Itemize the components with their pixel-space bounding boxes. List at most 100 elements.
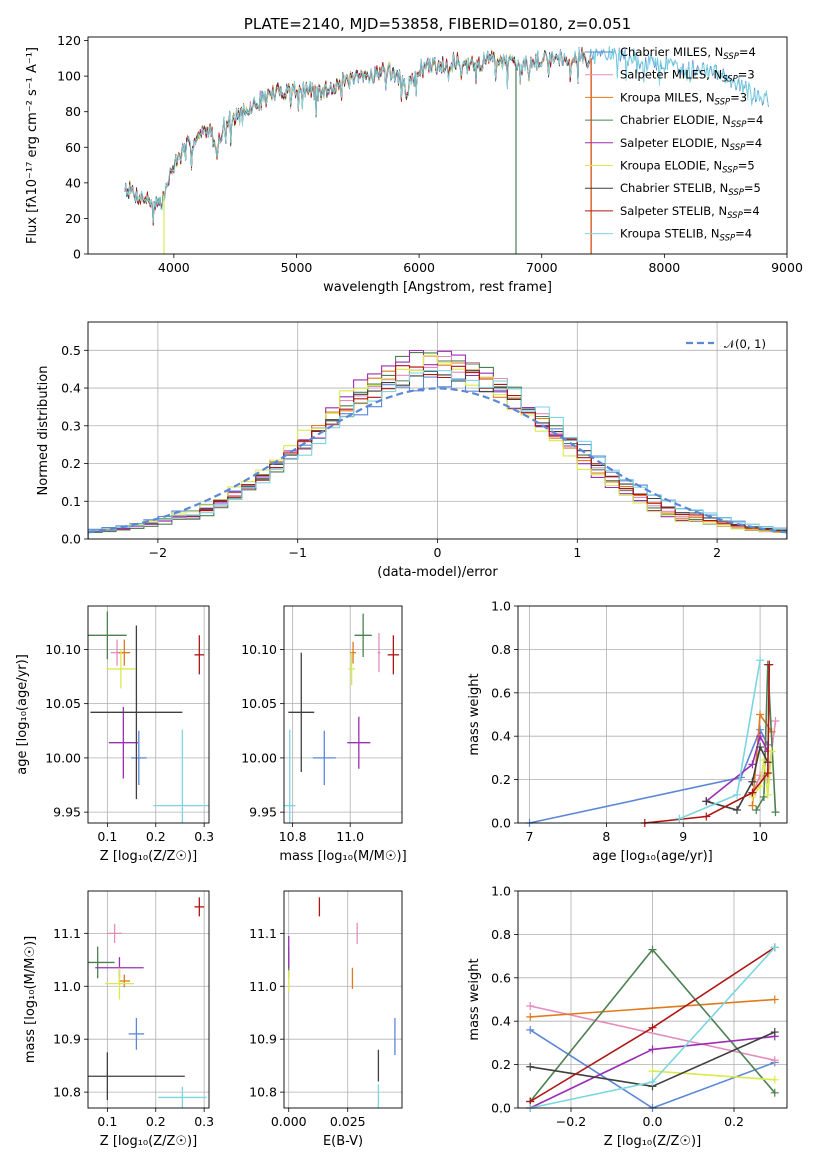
- weight-marker: [648, 1045, 657, 1054]
- age_vs_Z-ylabel: age [log₁₀(age/yr)]: [15, 654, 30, 775]
- residuals-ytick-label: 0.2: [61, 456, 81, 471]
- weight-marker: [770, 1075, 779, 1084]
- age_vs_mass-frame: [283, 605, 403, 824]
- legend-label: Chabrier MILES, NSSP=4: [620, 45, 756, 62]
- spectrum-ytick-label: 100: [57, 69, 81, 84]
- age_vs_Z-ytick-label: 9.95: [53, 805, 81, 820]
- weight_vs_age-xtick-label: 9: [679, 829, 687, 844]
- spectrum-title: PLATE=2140, MJD=53858, FIBERID=0180, z=0…: [244, 15, 631, 33]
- mass_vs_ebv-axes: 0.000 0.025 10.8 10.9 11.0 11.1 E(B-V): [249, 890, 403, 1149]
- weight_vs_age-ytick-label: 0.8: [491, 642, 511, 657]
- legend-label-main: Chabrier MILES, N: [620, 45, 723, 59]
- residuals-ytick-label: 0.3: [61, 418, 81, 433]
- weight-marker: [770, 1088, 779, 1097]
- weight-line: [530, 998, 775, 1018]
- legend-label: Salpeter STELIB, NSSP=4: [620, 204, 760, 221]
- weight-marker: [770, 1056, 779, 1065]
- weight_vs_age-ytick-label: 0.6: [491, 685, 511, 700]
- legend-label-sub: SSP: [728, 188, 744, 198]
- weight-marker: [648, 1067, 657, 1076]
- legend-label: Kroupa STELIB, NSSP=4: [620, 227, 752, 244]
- legend-label: Salpeter ELODIE, NSSP=4: [620, 136, 762, 153]
- histogram-series: [88, 370, 787, 539]
- weight_vs_age-ytick-label: 0.2: [491, 772, 511, 787]
- legend-label-suffix: =4: [739, 45, 756, 59]
- weight_vs_Z-ytick-label: 0.4: [491, 1014, 511, 1029]
- legend-label-suffix: =3: [738, 68, 755, 82]
- legend-label: Kroupa MILES, NSSP=3: [620, 90, 747, 107]
- age_vs_mass-axes: 10.8 11.0 9.95 10.00 10.05 10.10 mass [log₁₀(M…: [241, 605, 407, 864]
- mass_vs_ebv-xtick-label: 0.000: [271, 1114, 307, 1129]
- legend-label: Chabrier ELODIE, NSSP=4: [620, 113, 763, 130]
- weight_vs_age-xtick-label: 10: [752, 829, 768, 844]
- weight_vs_age-ytick-label: 0.4: [491, 729, 511, 744]
- spectrum-ytick-label: 120: [57, 33, 81, 48]
- residuals-xtick-label: 1: [573, 545, 581, 560]
- normal-curve: [87, 387, 788, 534]
- weight_vs_Z-ytick-label: 0.0: [491, 1101, 511, 1116]
- legend-label-sub: SSP: [722, 166, 738, 176]
- legend-label-main: Salpeter STELIB, N: [620, 204, 727, 218]
- weight_vs_Z-ytick-label: 1.0: [491, 884, 511, 899]
- weight_vs_Z-ytick-label: 0.2: [491, 1057, 511, 1072]
- residuals-ylabel: Normed distribution: [36, 366, 51, 496]
- spectrum-xtick-label: 4000: [158, 260, 190, 275]
- weight-marker: [756, 710, 765, 719]
- weight-marker: [526, 1002, 535, 1011]
- spectrum-ytick-label: 40: [65, 175, 81, 190]
- age_vs_mass-ytick-label: 10.10: [241, 642, 277, 657]
- mass_vs_Z-ytick-label: 10.8: [53, 1085, 81, 1100]
- legend-label-main: Kroupa MILES, N: [620, 90, 715, 104]
- age_vs_Z-xtick-label: 0.1: [97, 829, 117, 844]
- legend-label-main: Chabrier STELIB, N: [620, 181, 728, 195]
- weight_vs_Z-frame: [517, 890, 788, 1109]
- legend-label-sub: SSP: [720, 234, 736, 244]
- weight-marker: [756, 656, 765, 665]
- spectrum-ylabel: Flux [fλ10⁻¹⁷ erg cm⁻² s⁻¹ A⁻¹]: [25, 47, 40, 244]
- residuals-xtick-label: 2: [713, 545, 721, 560]
- legend-label-sub: SSP: [723, 52, 739, 62]
- weight-marker: [752, 805, 761, 814]
- weight_vs_age-xtick-label: 7: [526, 829, 534, 844]
- legend-label-suffix: =3: [730, 90, 747, 104]
- mass_vs_ebv-ytick-label: 11.0: [249, 979, 277, 994]
- weight_vs_age-axes: 7 8 9 10 0.0 0.2 0.4 0.6 0.8 1.0 age [log₁₀(age/yr…: [467, 599, 788, 864]
- legend-label-sub: SSP: [727, 211, 743, 221]
- legend-label-suffix: =5: [744, 181, 761, 195]
- weight-marker: [648, 1023, 657, 1032]
- legend-label-main: Salpeter MILES, N: [620, 68, 722, 82]
- mass_vs_ebv-ytick-label: 11.1: [249, 926, 277, 941]
- weight_vs_age-ylabel: mass weight: [467, 673, 482, 755]
- weight_vs_Z-ytick-label: 0.8: [491, 927, 511, 942]
- age_vs_mass-xtick-label: 11.0: [336, 829, 364, 844]
- age_vs_mass-xlabel: mass [log₁₀(M/M☉)]: [279, 849, 406, 864]
- age_vs_Z-xlabel: Z [log₁₀(Z/Z☉)]: [100, 849, 197, 864]
- weight-marker: [748, 788, 757, 797]
- legend-label-suffix: =4: [735, 227, 752, 241]
- age_vs_mass-xtick-label: 10.8: [279, 829, 307, 844]
- spectrum-ytick-label: 80: [65, 104, 81, 119]
- age_vs_Z-ytick-label: 10.10: [45, 642, 81, 657]
- weight-marker: [526, 1062, 535, 1071]
- residuals-frame: [87, 321, 788, 540]
- legend-label-sub: SSP: [722, 75, 738, 85]
- weight-marker: [748, 801, 757, 810]
- weight-marker: [756, 771, 765, 780]
- mass_vs_Z-xlabel: Z [log₁₀(Z/Z☉)]: [100, 1134, 197, 1149]
- mass_vs_Z-xtick-label: 0.1: [97, 1114, 117, 1129]
- spectrum-line: [124, 46, 769, 224]
- spectrum-frame: [87, 36, 788, 255]
- weight-line: [755, 664, 777, 813]
- spectrum-ytick-label: 60: [65, 140, 81, 155]
- weight-marker: [770, 995, 779, 1004]
- weight-marker: [763, 769, 772, 778]
- mass_vs_Z-frame: [87, 890, 210, 1109]
- mass_vs_Z-axes: 0.1 0.2 0.3 10.8 10.9 11.0 11.1 Z [log₁₀(Z/Z☉)]…: [23, 890, 214, 1149]
- residuals-ytick-label: 0.1: [61, 494, 81, 509]
- weight-marker: [756, 743, 765, 752]
- histogram-series: [88, 354, 787, 539]
- legend-label-suffix: =4: [746, 113, 763, 127]
- weight-marker: [748, 777, 757, 786]
- residuals-xtick-label: −2: [149, 545, 167, 560]
